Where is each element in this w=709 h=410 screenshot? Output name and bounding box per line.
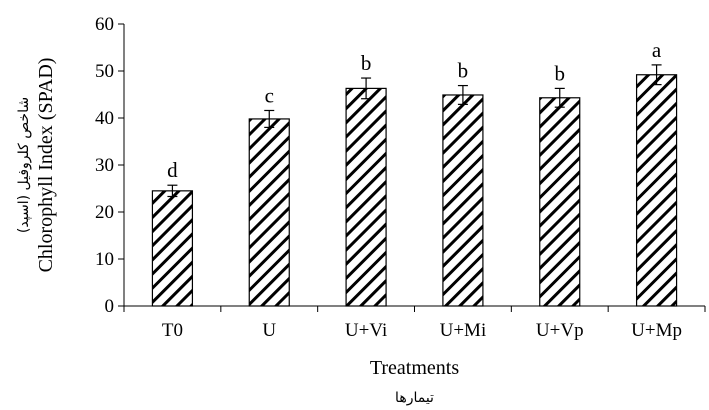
significance-letter: b — [361, 51, 372, 75]
bar-u — [248, 118, 290, 307]
y-tick-label: 40 — [95, 108, 114, 129]
significance-letter: b — [555, 61, 566, 85]
plot-area: 0 10 20 30 40 50 60 d T0 c Ub U+Vi b U+Mi b U+Vp a U+Mp — [95, 14, 706, 341]
y-axis-title: Chlorophyll Index (SPAD) — [35, 58, 57, 273]
y-tick-label: 20 — [95, 202, 114, 223]
bar-u-vp — [539, 97, 581, 307]
y-tick-label: 60 — [95, 14, 114, 35]
significance-letter: c — [265, 83, 274, 107]
x-tick-label: U+Mi — [440, 320, 487, 341]
bar-u-mp — [635, 74, 678, 307]
x-tick-label: U+Mp — [631, 320, 682, 341]
y-axis-title-fa: شاخص کلروفیل (اسپد) — [16, 97, 32, 233]
bar-u-vi — [345, 87, 387, 307]
x-tick-label: U — [262, 320, 276, 341]
x-axis-title-fa: تیمارها — [395, 390, 434, 406]
significance-letter: a — [652, 38, 662, 62]
bar-t0 — [151, 190, 194, 307]
y-tick-label: 0 — [105, 296, 115, 317]
x-tick-label: U+Vp — [536, 320, 584, 341]
bar-u-mi — [442, 94, 484, 307]
x-tick-label: U+Vi — [345, 320, 387, 341]
x-axis-title: Treatments — [370, 357, 459, 379]
y-tick-label: 50 — [95, 61, 114, 82]
x-tick-label: T0 — [162, 320, 183, 341]
significance-letter: b — [458, 59, 469, 83]
y-tick-label: 10 — [95, 249, 114, 270]
significance-letter: d — [167, 158, 178, 182]
y-tick-label: 30 — [95, 155, 114, 176]
